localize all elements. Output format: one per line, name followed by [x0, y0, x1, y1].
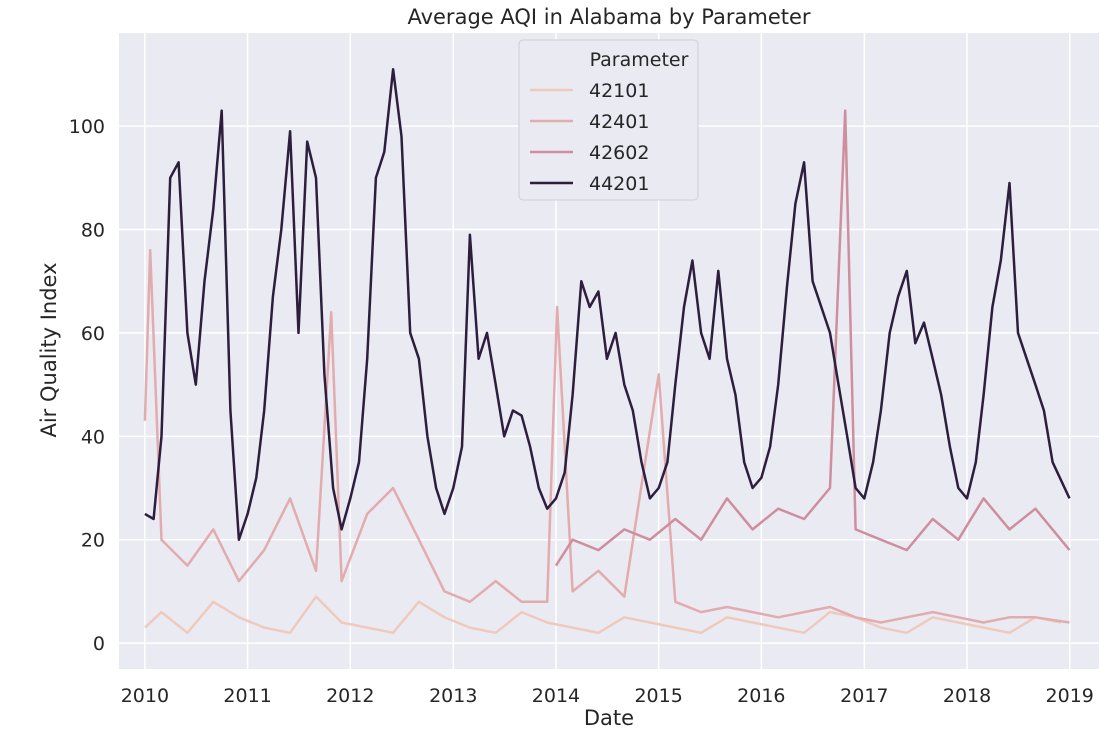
y-tick-label: 80 — [81, 219, 105, 241]
legend-entries: 42101 42401 42602 44201 — [530, 80, 649, 195]
legend-label-42101: 42101 — [589, 80, 649, 102]
legend: Parameter 42101 42401 42602 44201 — [518, 39, 699, 201]
y-axis-title: Air Quality Index — [37, 262, 61, 437]
chart-title: Average AQI in Alabama by Parameter — [407, 5, 810, 29]
legend-label-42602: 42602 — [589, 142, 649, 164]
x-tick-label: 2017 — [840, 685, 888, 707]
x-tick-labels: 2010 2011 2012 2013 2014 2015 2016 2017 2018 2019 — [121, 685, 1094, 707]
series-layer — [143, 67, 1071, 635]
y-tick-label: 100 — [69, 116, 105, 138]
y-tick-label: 0 — [93, 633, 105, 655]
x-axis-title: Date — [584, 706, 634, 730]
x-tick-label: 2011 — [223, 685, 271, 707]
x-tick-label: 2016 — [737, 685, 785, 707]
y-tick-label: 60 — [81, 323, 105, 345]
legend-label-42401: 42401 — [589, 111, 649, 133]
legend-label-44201: 44201 — [589, 173, 649, 195]
x-tick-label: 2015 — [634, 685, 682, 707]
x-tick-label: 2018 — [943, 685, 991, 707]
x-tick-label: 2014 — [532, 685, 580, 707]
legend-title: Parameter — [590, 49, 689, 71]
y-tick-label: 20 — [81, 530, 105, 552]
series-line-42602 — [554, 109, 1071, 567]
x-tick-label: 2019 — [1046, 685, 1094, 707]
series-line-44201 — [144, 67, 1071, 541]
x-tick-label: 2013 — [429, 685, 477, 707]
y-tick-labels: 0 20 40 60 80 100 — [69, 116, 105, 655]
series-line-42401 — [143, 248, 1070, 624]
legend-box — [518, 39, 699, 201]
grid-lines — [119, 33, 1099, 669]
x-tick-label: 2010 — [121, 685, 169, 707]
series-line-42101 — [144, 595, 1062, 635]
x-tick-label: 2012 — [326, 685, 374, 707]
y-tick-label: 40 — [81, 426, 105, 448]
